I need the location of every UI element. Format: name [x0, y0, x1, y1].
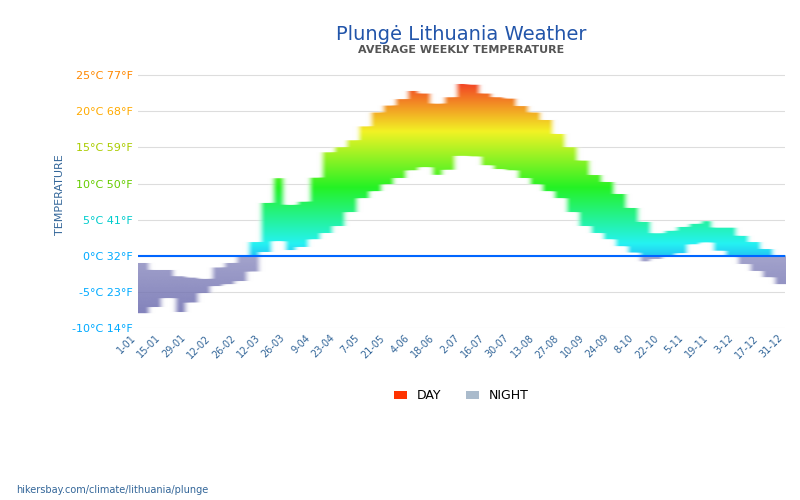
Legend: DAY, NIGHT: DAY, NIGHT: [389, 384, 534, 407]
Title: Plungė Lithuania Weather: Plungė Lithuania Weather: [336, 25, 586, 44]
Text: hikersbay.com/climate/lithuania/plunge: hikersbay.com/climate/lithuania/plunge: [16, 485, 208, 495]
Y-axis label: TEMPERATURE: TEMPERATURE: [55, 154, 65, 235]
Text: AVERAGE WEEKLY TEMPERATURE: AVERAGE WEEKLY TEMPERATURE: [358, 46, 565, 56]
